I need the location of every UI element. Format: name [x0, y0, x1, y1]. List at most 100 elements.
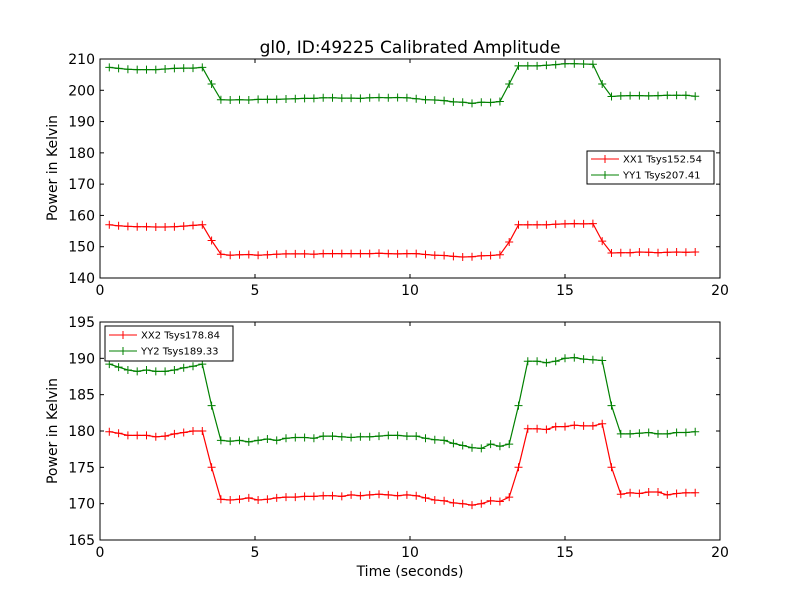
data-point-0-0-16: [254, 251, 263, 260]
top-chart-legend: XX1 Tsys152.54 YY1 Tsys207.41: [586, 150, 715, 185]
data-point-1-0-57: [635, 489, 644, 498]
data-point-0-0-7: [170, 222, 179, 231]
data-point-0-1-34: [421, 95, 430, 104]
data-point-1-1-6: [161, 367, 170, 376]
data-point-0-1-6: [161, 65, 170, 73]
data-point-1-0-11: [207, 463, 216, 472]
data-point-0-1-46: [533, 61, 542, 70]
data-point-0-1-5: [151, 65, 160, 74]
data-point-0-0-5: [151, 223, 160, 231]
data-point-0-1-62: [681, 91, 690, 100]
data-point-1-1-27: [356, 432, 365, 441]
y-tick-label-0-6: 200: [68, 83, 95, 99]
data-point-1-0-7: [170, 429, 179, 438]
data-point-1-0-59: [654, 488, 662, 496]
data-point-0-0-45: [523, 220, 532, 229]
data-point-0-0-36: [440, 251, 449, 260]
data-point-0-1-55: [616, 91, 625, 100]
data-point-1-1-48: [551, 357, 560, 366]
y-tick-label-0-4: 180: [68, 146, 95, 162]
data-point-1-1-18: [272, 436, 281, 445]
data-point-1-1-35: [430, 435, 439, 444]
data-point-0-1-4: [142, 65, 151, 74]
data-point-1-1-53: [598, 356, 607, 365]
data-point-1-0-30: [384, 490, 393, 499]
data-point-0-1-58: [644, 91, 653, 100]
data-point-1-1-21: [300, 433, 309, 442]
data-point-1-0-3: [133, 431, 142, 440]
y-tick-label-1-3: 180: [68, 424, 95, 440]
y-tick-label-0-3: 170: [68, 177, 95, 193]
data-point-1-1-56: [626, 429, 635, 438]
data-point-0-0-35: [430, 251, 439, 260]
data-point-0-0-37: [449, 252, 458, 261]
data-point-0-1-21: [300, 94, 309, 103]
data-point-0-1-3: [133, 65, 142, 74]
data-point-1-0-36: [440, 496, 449, 505]
data-point-1-1-8: [179, 363, 188, 372]
data-point-0-1-25: [337, 94, 346, 103]
data-point-1-1-59: [654, 429, 662, 438]
data-point-0-1-24: [328, 93, 337, 102]
data-point-1-0-19: [282, 493, 290, 502]
data-point-0-1-8: [179, 64, 188, 73]
data-point-0-0-27: [356, 249, 365, 258]
data-point-1-1-45: [523, 357, 532, 366]
top-chart-y-axis-label: Power in Kelvin: [45, 115, 61, 221]
y-tick-label-1-4: 185: [68, 388, 95, 404]
data-point-1-1-37: [449, 439, 458, 448]
data-point-1-1-1: [114, 363, 123, 372]
data-point-1-1-33: [412, 432, 421, 441]
data-point-0-0-40: [477, 251, 486, 260]
data-point-1-1-51: [579, 355, 588, 364]
data-point-0-0-18: [272, 250, 281, 259]
data-point-0-0-41: [486, 251, 495, 260]
data-point-0-1-19: [282, 95, 290, 103]
data-point-1-0-61: [672, 489, 681, 498]
data-point-0-1-41: [486, 98, 495, 107]
data-point-0-1-22: [309, 94, 318, 103]
data-point-0-1-29: [375, 93, 383, 102]
y-tick-label-1-6: 195: [68, 315, 95, 331]
data-point-1-0-35: [430, 496, 439, 504]
data-point-1-0-22: [309, 492, 318, 501]
data-point-1-0-15: [244, 493, 253, 502]
top-chart-legend-box: [586, 150, 715, 185]
data-point-0-1-16: [254, 95, 263, 104]
data-point-1-0-46: [533, 424, 542, 433]
data-point-0-1-47: [542, 61, 551, 70]
data-point-1-0-2: [123, 431, 132, 440]
data-point-0-1-30: [384, 93, 393, 102]
data-point-0-1-33: [412, 94, 421, 103]
data-point-0-0-6: [161, 223, 170, 231]
y-tick-label-1-1: 170: [68, 497, 95, 513]
data-point-0-1-0: [105, 63, 114, 72]
bottom-chart-ticks: 0 5 10 15 20 165 170 175 180 185 190 195: [68, 315, 729, 561]
data-point-0-0-52: [588, 219, 597, 228]
data-point-1-1-11: [207, 401, 216, 410]
data-point-0-0-54: [607, 249, 616, 257]
bottom-chart-series: [105, 354, 700, 510]
data-point-0-0-53: [598, 237, 607, 246]
data-point-1-1-30: [384, 431, 393, 440]
data-point-1-0-25: [337, 492, 346, 501]
data-point-1-1-58: [644, 428, 653, 437]
data-point-1-1-14: [235, 436, 244, 445]
data-point-0-0-57: [635, 248, 644, 256]
data-point-0-1-38: [458, 98, 467, 107]
data-point-0-0-63: [691, 248, 700, 256]
data-point-1-1-52: [588, 355, 597, 364]
bottom-chart-y-axis-label: Power in Kelvin: [45, 378, 61, 484]
data-point-1-1-12: [216, 436, 225, 445]
data-point-1-0-10: [198, 427, 207, 435]
data-point-0-0-26: [347, 249, 356, 258]
top-chart: gl0, ID:49225 Calibrated Amplitude 0 5 10 1…: [45, 38, 729, 299]
data-point-0-1-20: [291, 94, 300, 103]
data-point-0-0-47: [542, 220, 551, 229]
data-point-0-0-34: [421, 250, 430, 259]
data-point-0-1-12: [216, 95, 225, 104]
data-point-0-1-7: [170, 64, 179, 73]
data-point-0-1-53: [598, 80, 607, 88]
x-tick-label-0-4: 20: [711, 283, 729, 299]
data-point-1-0-13: [226, 496, 235, 504]
